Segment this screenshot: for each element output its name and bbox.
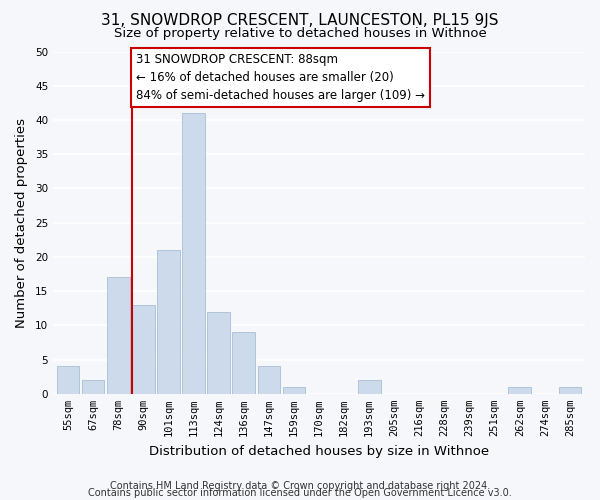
Bar xyxy=(358,380,380,394)
Bar xyxy=(508,387,531,394)
Bar xyxy=(559,387,581,394)
Text: Contains public sector information licensed under the Open Government Licence v3: Contains public sector information licen… xyxy=(88,488,512,498)
Bar xyxy=(182,113,205,394)
Y-axis label: Number of detached properties: Number of detached properties xyxy=(15,118,28,328)
Bar xyxy=(132,305,155,394)
Bar xyxy=(283,387,305,394)
Text: Contains HM Land Registry data © Crown copyright and database right 2024.: Contains HM Land Registry data © Crown c… xyxy=(110,481,490,491)
Bar xyxy=(208,312,230,394)
Bar xyxy=(82,380,104,394)
Bar xyxy=(107,278,130,394)
Bar xyxy=(57,366,79,394)
Bar xyxy=(157,250,180,394)
Bar xyxy=(232,332,255,394)
Text: 31, SNOWDROP CRESCENT, LAUNCESTON, PL15 9JS: 31, SNOWDROP CRESCENT, LAUNCESTON, PL15 … xyxy=(101,12,499,28)
Text: Size of property relative to detached houses in Withnoe: Size of property relative to detached ho… xyxy=(113,28,487,40)
Bar xyxy=(257,366,280,394)
X-axis label: Distribution of detached houses by size in Withnoe: Distribution of detached houses by size … xyxy=(149,444,489,458)
Text: 31 SNOWDROP CRESCENT: 88sqm
← 16% of detached houses are smaller (20)
84% of sem: 31 SNOWDROP CRESCENT: 88sqm ← 16% of det… xyxy=(136,53,425,102)
